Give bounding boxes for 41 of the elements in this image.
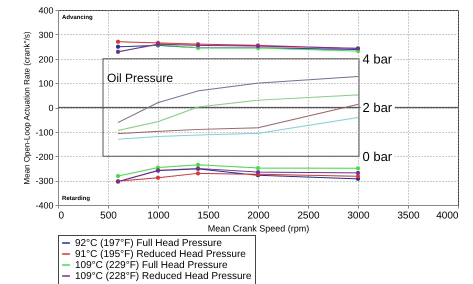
x-tick-label: 2000 bbox=[247, 210, 270, 222]
y2-tick-label: 0 bar bbox=[362, 148, 393, 164]
legend-label: 91°C (195°F) Reduced Head Pressure bbox=[75, 249, 246, 260]
x-axis-title: Mean Crank Speed (rpm) bbox=[208, 224, 310, 234]
y-tick-label: 200 bbox=[38, 54, 54, 64]
y-tick-label: 400 bbox=[38, 6, 54, 16]
y-tick-label: -100 bbox=[35, 127, 54, 138]
x-tick-label: 3500 bbox=[397, 210, 420, 222]
x-tick-label: 3000 bbox=[347, 210, 370, 222]
line-series bbox=[118, 116, 358, 140]
point bbox=[116, 44, 120, 49]
x-tick-label: 1000 bbox=[147, 210, 170, 222]
point bbox=[356, 170, 360, 175]
legend-label: 92°C (197°F) Full Head Pressure bbox=[75, 238, 222, 249]
x-tick-label: 4000 bbox=[436, 210, 459, 222]
y-tick-label: -200 bbox=[35, 152, 54, 162]
x-tick-label: 500 bbox=[100, 210, 118, 222]
point bbox=[116, 174, 120, 178]
x-tick-label: 1500 bbox=[197, 210, 220, 222]
point bbox=[196, 162, 200, 167]
point bbox=[356, 174, 360, 178]
y2-tick-label: 4 bar bbox=[362, 51, 393, 66]
annotation: Oil Pressure bbox=[107, 70, 174, 85]
point bbox=[116, 40, 120, 44]
line-series bbox=[118, 94, 358, 131]
legend-label: 109°C (229°F) Full Head Pressure bbox=[75, 260, 228, 271]
point bbox=[196, 171, 200, 176]
point bbox=[156, 176, 160, 180]
point bbox=[356, 166, 360, 170]
y-tick-label: 100 bbox=[38, 78, 54, 89]
line-series bbox=[118, 104, 358, 134]
y-tick-label: -400 bbox=[35, 200, 54, 210]
x-tick-label: 2500 bbox=[297, 210, 320, 222]
y2-tick-label: 2 bar bbox=[362, 100, 393, 115]
x-tick-label: 0 bbox=[58, 210, 64, 222]
point bbox=[256, 166, 260, 170]
y-tick-label: 0 bbox=[48, 103, 54, 113]
y-tick-label: 300 bbox=[38, 30, 54, 40]
legend-label: 109°C (228°F) Reduced Head Pressure bbox=[75, 271, 252, 282]
y-tick-label: -300 bbox=[35, 176, 54, 186]
y-axis-title: Mean Open-Loop Actuation Rate (crank°/s) bbox=[22, 31, 32, 185]
